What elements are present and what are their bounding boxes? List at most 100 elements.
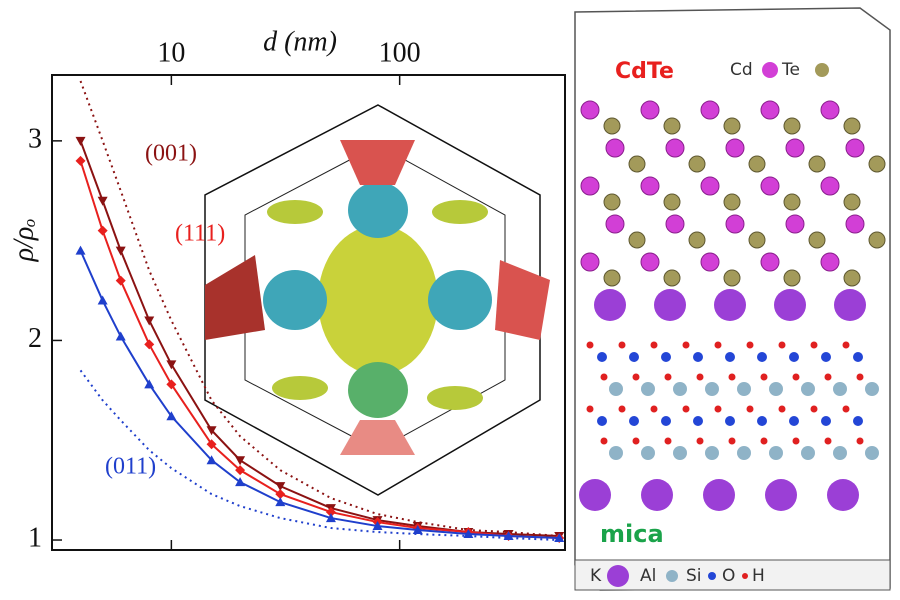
substrate-label: mica	[600, 520, 664, 548]
atoms	[579, 100, 886, 511]
cd-atom	[760, 252, 780, 272]
te-atom	[843, 117, 861, 135]
k-label: K	[590, 566, 602, 586]
cd-atom	[820, 176, 840, 196]
al-atom	[705, 382, 719, 396]
o-atom	[778, 341, 786, 349]
data-point	[166, 360, 177, 370]
o-atom	[728, 437, 736, 445]
o-label: O	[722, 566, 735, 586]
te-atom	[748, 231, 766, 249]
data-point	[115, 275, 126, 286]
si-atom	[661, 416, 671, 426]
te-atom	[663, 269, 681, 287]
al-atom	[833, 382, 847, 396]
data-point	[206, 439, 217, 450]
o-atom	[746, 405, 754, 413]
k-atom	[703, 479, 735, 511]
al-atom	[769, 446, 783, 460]
si-atom	[693, 416, 703, 426]
al-swatch	[666, 570, 678, 582]
o-atom	[632, 437, 640, 445]
o-atom	[600, 437, 608, 445]
data-point	[115, 246, 126, 256]
al-atom	[801, 382, 815, 396]
cd-atom	[785, 138, 805, 158]
si-atom	[821, 352, 831, 362]
o-atom	[600, 373, 608, 381]
o-swatch	[742, 573, 748, 579]
o-atom	[682, 405, 690, 413]
o-atom	[760, 437, 768, 445]
al-atom	[865, 382, 879, 396]
al-atom	[705, 446, 719, 460]
al-atom	[865, 446, 879, 460]
si-atom	[757, 352, 767, 362]
cd-label: Cd	[730, 60, 753, 80]
si-atom	[757, 416, 767, 426]
k-atom	[654, 289, 686, 321]
te-atom	[783, 193, 801, 211]
te-atom	[723, 117, 741, 135]
si-atom	[789, 352, 799, 362]
data-point	[503, 531, 514, 541]
te-atom	[783, 117, 801, 135]
o-atom	[778, 405, 786, 413]
o-atom	[632, 373, 640, 381]
o-atom	[824, 437, 832, 445]
x-tick-label: 10	[157, 37, 185, 68]
o-atom	[792, 373, 800, 381]
cd-atom	[665, 138, 685, 158]
cd-atom	[580, 176, 600, 196]
si-atom	[853, 352, 863, 362]
al-atom	[673, 382, 687, 396]
o-atom	[696, 373, 704, 381]
te-atom	[808, 155, 826, 173]
o-atom	[856, 437, 864, 445]
te-atom	[808, 231, 826, 249]
k-atom	[594, 289, 626, 321]
o-atom	[842, 405, 850, 413]
si-atom	[725, 416, 735, 426]
data-point	[166, 411, 177, 421]
si-atom	[629, 416, 639, 426]
si-atom	[629, 352, 639, 362]
al-atom	[609, 446, 623, 460]
data-point	[325, 507, 336, 518]
cd-atom	[700, 100, 720, 120]
te-atom	[748, 155, 766, 173]
k-swatch	[607, 565, 629, 587]
cd-atom	[640, 100, 660, 120]
cd-atom	[820, 252, 840, 272]
te-atom	[723, 193, 741, 211]
te-atom	[603, 269, 621, 287]
o-atom	[650, 405, 658, 413]
y-axis-label: ρ/ρₒ	[8, 219, 39, 263]
o-atom	[810, 405, 818, 413]
al-label: Al	[640, 566, 656, 586]
cd-atom	[820, 100, 840, 120]
si-atom	[597, 416, 607, 426]
al-atom	[801, 446, 815, 460]
cd-atom	[580, 252, 600, 272]
cd-atom	[700, 252, 720, 272]
h-label: H	[752, 566, 765, 586]
al-atom	[833, 446, 847, 460]
si-atom	[597, 352, 607, 362]
data-point	[75, 136, 86, 146]
data-point	[75, 155, 86, 166]
al-atom	[641, 446, 655, 460]
te-atom	[783, 269, 801, 287]
o-atom	[618, 405, 626, 413]
k-atom	[834, 289, 866, 321]
al-atom	[737, 382, 751, 396]
te-atom	[628, 231, 646, 249]
data-point	[166, 379, 177, 390]
data-point	[275, 497, 286, 507]
o-atom	[792, 437, 800, 445]
cd-atom	[760, 176, 780, 196]
data-point	[97, 295, 108, 305]
o-atom	[682, 341, 690, 349]
o-atom	[714, 405, 722, 413]
